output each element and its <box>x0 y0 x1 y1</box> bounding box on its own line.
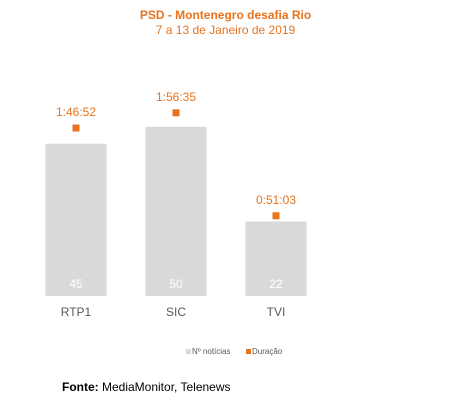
legend-swatch-duracao <box>246 349 251 354</box>
legend-label-duracao: Duração <box>252 347 283 356</box>
legend-swatch-noticias <box>186 349 191 354</box>
duration-marker-sic <box>172 109 180 117</box>
bar-tvi <box>245 221 307 296</box>
source-note: Fonte: MediaMonitor, Telenews <box>62 380 231 394</box>
chart-subtitle: 7 a 13 de Janeiro de 2019 <box>155 23 296 37</box>
legend-label-noticias: Nº notícias <box>192 347 231 356</box>
duration-marker-tvi <box>272 212 280 220</box>
category-label-rtp1: RTP1 <box>61 305 92 319</box>
duration-label-tvi: 0:51:03 <box>256 193 296 207</box>
chart-area: 45 RTP1 1:46:52 50 SIC 1:56:35 22 TVI 0:51:03 Nº … <box>45 90 307 356</box>
bar-label-rtp1: 45 <box>69 277 83 291</box>
duration-label-sic: 1:56:35 <box>156 90 196 104</box>
category-label-tvi: TVI <box>267 305 286 319</box>
bar-label-sic: 50 <box>169 277 183 291</box>
category-label-sic: SIC <box>166 305 186 319</box>
bar-sic <box>145 126 207 297</box>
duration-marker-rtp1 <box>72 124 80 132</box>
source-text: MediaMonitor, Telenews <box>98 380 231 394</box>
bar-rtp1 <box>45 143 107 296</box>
source-label: Fonte: <box>62 380 99 394</box>
duration-label-rtp1: 1:46:52 <box>56 105 96 119</box>
chart-title: PSD - Montenegro desafia Rio <box>139 8 312 22</box>
bar-label-tvi: 22 <box>269 277 283 291</box>
